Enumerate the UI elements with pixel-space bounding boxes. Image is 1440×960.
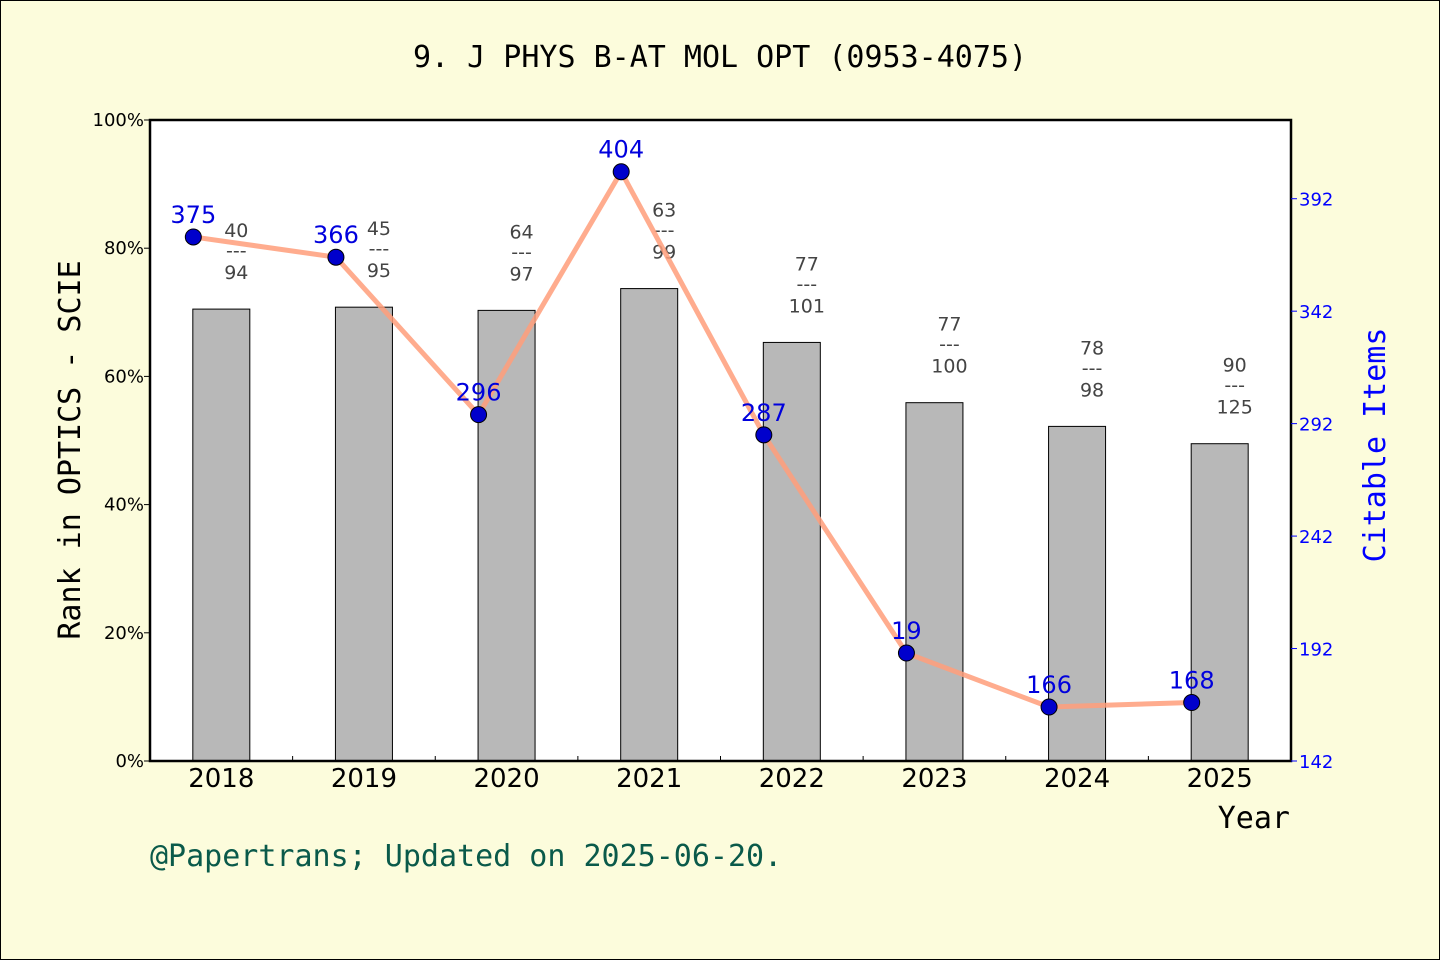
point-label-2019: 366 — [313, 221, 359, 249]
x-axis-label: Year — [1218, 801, 1290, 836]
y-axis-label: Rank in OPTICS - SCIE — [53, 260, 88, 639]
y2-tick-label: 292 — [1299, 415, 1333, 436]
point-label-2025: 168 — [1169, 667, 1215, 695]
rank-divider: --- — [797, 273, 818, 295]
bar-2020 — [477, 309, 536, 762]
citable-items-line — [192, 166, 1192, 710]
rank-label-2019: 45 — [367, 218, 391, 240]
total-label-2020: 97 — [509, 263, 533, 285]
rank-divider: --- — [1082, 357, 1103, 379]
rank-divider: --- — [654, 220, 675, 242]
plot-area — [150, 120, 1291, 761]
x-tick-label-2024: 2024 — [1044, 764, 1110, 794]
rank-label-2021: 63 — [652, 200, 676, 222]
total-label-2023: 100 — [931, 356, 967, 378]
y2-tick-label: 242 — [1299, 527, 1333, 548]
x-tick-label-2023: 2023 — [901, 764, 967, 794]
x-tick-label-2025: 2025 — [1187, 764, 1253, 794]
point-label-2021: 404 — [598, 136, 644, 164]
y2-tick-label: 392 — [1299, 190, 1333, 211]
bar-2018 — [192, 308, 251, 762]
rank-divider: --- — [369, 238, 390, 260]
bar-2025 — [1190, 443, 1249, 762]
point-2024 — [1040, 698, 1058, 716]
y2-axis-label: Citable Items — [1358, 328, 1393, 563]
point-label-2020: 296 — [456, 379, 502, 407]
bar-2019 — [334, 306, 393, 762]
y-tick-label: 100% — [93, 110, 144, 131]
bars-group — [192, 288, 1249, 762]
axes-group: 0% 20% 40% 60% 80% 100% 142 192 242 292 342 392 2018… — [93, 110, 1334, 794]
y-tick-label: 60% — [104, 366, 144, 387]
rank-label-2023: 77 — [937, 314, 961, 336]
rank-label-2025: 90 — [1223, 355, 1247, 377]
point-label-2023: 19 — [891, 617, 922, 645]
total-label-2024: 98 — [1080, 379, 1104, 401]
x-tick-label-2021: 2021 — [616, 764, 682, 794]
y-tick-label: 80% — [104, 238, 144, 259]
point-2025 — [1183, 694, 1201, 712]
rank-label-2018: 40 — [224, 220, 248, 242]
rank-label-2020: 64 — [509, 221, 533, 243]
point-2019 — [327, 248, 345, 266]
bar-2021 — [620, 288, 679, 762]
total-label-2025: 125 — [1217, 397, 1253, 419]
point-label-2024: 166 — [1026, 671, 1072, 699]
rank-divider: --- — [511, 241, 532, 263]
point-2023 — [897, 644, 915, 662]
line-group: 375 366 296 404 287 19 166 168 — [170, 136, 1215, 716]
y2-tick-label: 192 — [1299, 640, 1333, 661]
rank-divider: --- — [939, 334, 960, 356]
total-label-2019: 95 — [367, 260, 391, 282]
y-tick-label: 0% — [115, 751, 144, 772]
y-tick-label: 20% — [104, 623, 144, 644]
chart-title: 9. J PHYS B-AT MOL OPT (0953-4075) — [413, 40, 1027, 75]
point-2018 — [184, 228, 202, 246]
x-tick-label-2022: 2022 — [759, 764, 825, 794]
total-label-2018: 94 — [224, 262, 248, 284]
bar-2023 — [905, 402, 964, 762]
rank-labels-group: 40---9445---9564---9763---9977---10177--… — [224, 200, 1253, 419]
x-tick-label-2020: 2020 — [473, 764, 539, 794]
point-2020 — [470, 406, 488, 424]
point-2022 — [755, 426, 773, 444]
rank-label-2022: 77 — [795, 253, 819, 275]
rank-divider: --- — [1224, 375, 1245, 397]
x-tick-label-2018: 2018 — [188, 764, 254, 794]
footer-credit: @Papertrans; Updated on 2025-06-20. — [150, 839, 782, 874]
point-2021 — [612, 163, 630, 181]
y2-tick-label: 342 — [1299, 302, 1333, 323]
y-tick-label: 40% — [104, 495, 144, 516]
x-tick-label-2019: 2019 — [331, 764, 397, 794]
bar-2022 — [762, 341, 821, 762]
point-label-2018: 375 — [170, 201, 216, 229]
bar-2024 — [1048, 425, 1107, 762]
total-label-2022: 101 — [789, 295, 825, 317]
point-label-2022: 287 — [741, 399, 787, 427]
rank-label-2024: 78 — [1080, 337, 1104, 359]
y2-tick-label: 142 — [1299, 752, 1333, 773]
